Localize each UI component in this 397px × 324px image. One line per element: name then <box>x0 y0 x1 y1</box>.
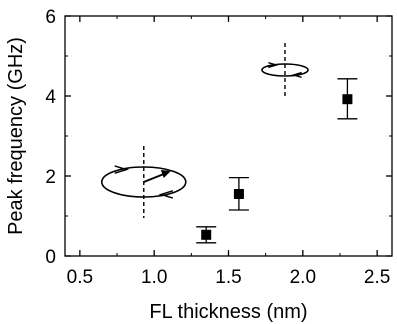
orbit-arrow-icon <box>268 61 279 69</box>
x-axis: 0.5 1.0 1.5 2.0 2.5 <box>67 16 390 288</box>
y-axis: 0 2 4 6 <box>45 7 392 268</box>
precession-diagrams <box>100 43 309 218</box>
precession-orbit <box>100 166 187 198</box>
orbit-arrow-icon <box>291 71 302 79</box>
data-points <box>196 78 358 244</box>
precession-orbit-icon <box>100 146 187 218</box>
x-axis-label: FL thickness (nm) <box>149 301 307 323</box>
x-tick-label: 1.0 <box>141 267 167 288</box>
plot-frame <box>64 15 393 257</box>
x-tick-label: 0.5 <box>67 267 93 288</box>
moment-arrowhead-icon <box>160 170 171 178</box>
precession-orbit <box>261 63 309 77</box>
data-point <box>337 78 358 120</box>
y-tick-label: 4 <box>45 87 56 108</box>
x-tick-label: 1.5 <box>215 267 241 288</box>
y-axis-label: Peak frequency (GHz) <box>5 37 27 235</box>
data-point <box>196 226 217 244</box>
x-tick-label: 2.5 <box>364 267 390 288</box>
y-tick-label: 0 <box>45 247 56 268</box>
orbit-arrow-icon <box>158 190 174 199</box>
data-point <box>228 176 249 211</box>
precession-orbit-icon <box>261 43 309 97</box>
orbit-arrow-icon <box>114 165 130 174</box>
y-tick-label: 2 <box>45 167 56 188</box>
plot-border <box>64 15 393 257</box>
x-tick-label: 2.0 <box>290 267 316 288</box>
square-marker <box>342 94 353 105</box>
y-tick-label: 6 <box>45 7 56 28</box>
square-marker <box>233 189 244 199</box>
square-marker <box>201 229 212 240</box>
